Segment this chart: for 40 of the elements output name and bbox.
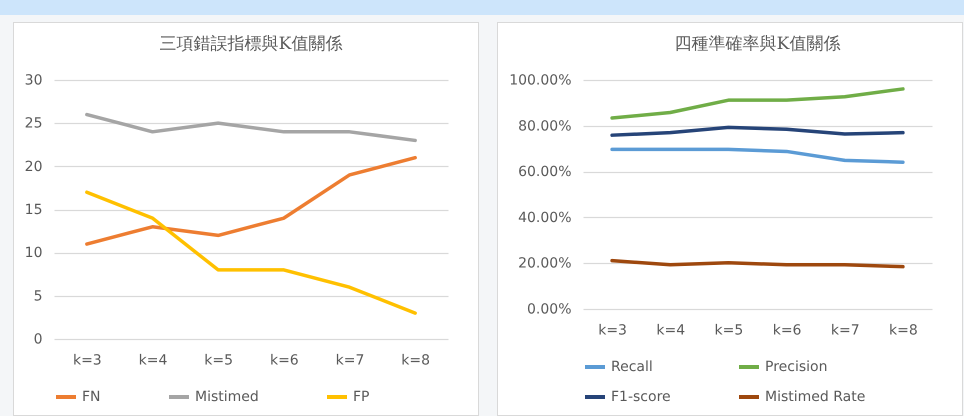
chart-title: 三項錯誤指標與K值關係 (160, 34, 342, 54)
line-series (610, 126, 905, 137)
line-series (85, 156, 417, 246)
x-tick-label: k=8 (889, 322, 918, 338)
x-tick-label: k=4 (656, 322, 686, 338)
y-tick-label: 20 (24, 158, 42, 175)
x-tick-label: k=3 (72, 352, 102, 368)
line-series (610, 148, 905, 164)
x-tick-label: k=7 (830, 322, 860, 338)
y-tick-label: 0.00% (527, 302, 572, 318)
x-tick-label: k=6 (772, 322, 802, 338)
y-tick-label: 80.00% (518, 118, 572, 134)
chart-title: 四種準確率與K值關係 (674, 34, 840, 54)
y-tick-label: 5 (34, 288, 42, 304)
legend-label: Precision (765, 359, 828, 375)
y-tick-label: 30 (24, 72, 42, 88)
x-tick-label: k=6 (270, 352, 299, 368)
y-tick-label: 25 (24, 116, 42, 132)
legend-label: Recall (611, 359, 653, 375)
x-tick-label: k=4 (138, 352, 168, 368)
legend-label: Mistimed Rate (765, 389, 866, 405)
x-tick-label: k=5 (204, 352, 234, 368)
y-tick-label: 100.00% (509, 72, 572, 88)
x-tick-label: k=8 (401, 352, 430, 368)
y-tick-label: 40.00% (518, 210, 572, 226)
legend-label: Mistimed (195, 389, 259, 405)
y-tick-label: 15 (24, 202, 42, 218)
x-tick-label: k=3 (598, 322, 627, 338)
y-tick-label: 0 (34, 332, 42, 348)
line-series (85, 112, 417, 142)
x-tick-label: k=7 (336, 352, 364, 368)
y-tick-label: 20.00% (518, 256, 572, 272)
legend-label: FP (353, 389, 370, 405)
legend-label: FN (82, 389, 101, 405)
y-tick-label: 60.00% (518, 164, 572, 180)
y-tick-label: 10 (24, 245, 42, 262)
x-tick-label: k=5 (714, 322, 744, 338)
line-series (85, 190, 417, 315)
line-series (610, 87, 905, 120)
legend-label: F1-score (611, 389, 671, 405)
